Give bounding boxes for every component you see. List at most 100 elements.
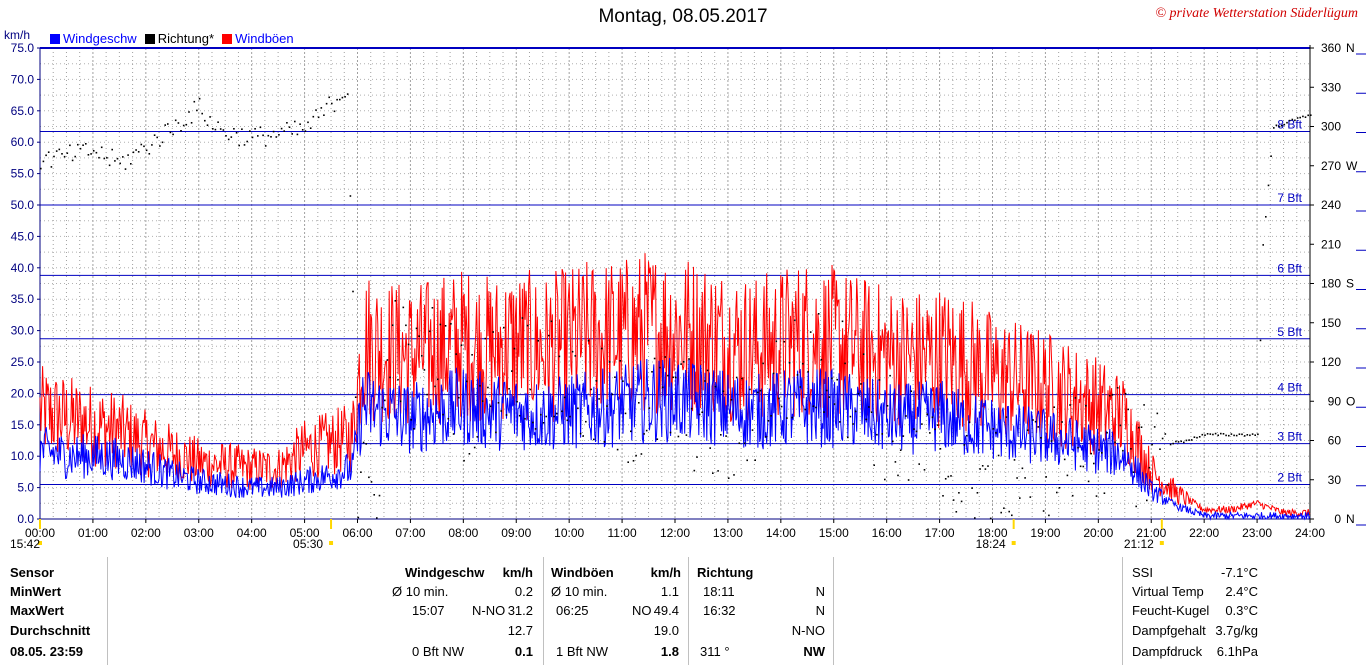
direction-point	[90, 153, 92, 155]
direction-point	[754, 459, 756, 461]
direction-point	[1238, 433, 1241, 435]
direction-point	[542, 422, 545, 424]
direction-point	[286, 122, 288, 124]
direction-point	[145, 149, 148, 152]
direction-point	[341, 96, 344, 99]
direction-point	[74, 155, 76, 158]
direction-point	[206, 124, 209, 126]
wind-min-label: Ø 10 min.	[392, 584, 449, 599]
direction-point	[1146, 499, 1148, 502]
direction-point	[804, 408, 807, 411]
x-tick-label: 06:00	[342, 526, 372, 540]
direction-point	[307, 121, 309, 124]
direction-point	[130, 163, 132, 165]
direction-point	[249, 130, 251, 132]
direction-point	[627, 461, 629, 463]
direction-point	[1119, 424, 1122, 427]
direction-point	[246, 140, 248, 143]
time-marker-dot	[1011, 541, 1016, 545]
direction-point	[452, 433, 455, 435]
table-separator	[688, 557, 689, 665]
direction-point	[518, 414, 521, 417]
direction-min-value: N	[815, 584, 825, 599]
direction-point	[693, 469, 696, 472]
extra-value: 3.7g/kg	[1215, 623, 1258, 638]
direction-point	[1262, 244, 1264, 246]
direction-point	[926, 413, 928, 416]
direction-point	[669, 431, 672, 434]
direction-point	[1209, 433, 1212, 435]
direction-point	[685, 434, 688, 436]
direction-point	[354, 396, 357, 398]
x-tick-label: 14:00	[766, 526, 796, 540]
direction-point	[294, 120, 296, 123]
direction-point	[611, 393, 614, 396]
direction-point	[624, 412, 627, 415]
direction-point	[521, 317, 524, 319]
direction-point	[151, 144, 153, 146]
direction-point	[262, 134, 264, 137]
direction-point	[889, 374, 891, 377]
direction-point	[346, 93, 349, 95]
direction-point	[1114, 441, 1116, 444]
direction-point	[1204, 434, 1206, 436]
direction-point	[55, 150, 58, 152]
row-label: 08.05. 23:59	[10, 644, 84, 659]
direction-point	[481, 400, 484, 402]
direction-point	[53, 155, 55, 158]
y-right-direction-label: O	[1346, 394, 1355, 408]
direction-point	[968, 421, 971, 423]
y-right-tick-label: 270	[1321, 159, 1341, 173]
direction-point	[47, 151, 50, 153]
direction-point	[1310, 114, 1312, 116]
direction-point	[505, 414, 508, 416]
direction-point	[87, 154, 90, 156]
direction-point	[402, 306, 405, 309]
direction-header: Richtung	[697, 565, 754, 580]
wind-max-dir: N-NO	[472, 603, 506, 618]
direction-point	[1212, 433, 1214, 436]
y-right-direction-label: S	[1346, 277, 1354, 291]
direction-point	[455, 353, 457, 355]
direction-point	[1228, 434, 1230, 437]
direction-point	[585, 420, 587, 423]
direction-point	[1050, 440, 1053, 442]
direction-point	[188, 111, 190, 113]
gust-unit: km/h	[650, 565, 681, 580]
direction-point	[918, 463, 920, 465]
direction-point	[1259, 339, 1262, 342]
direction-point	[513, 347, 516, 350]
direction-point	[77, 143, 79, 146]
y-right-tick-label: 300	[1321, 120, 1341, 134]
gust-header: Windböen	[551, 565, 614, 580]
direction-point	[762, 362, 764, 365]
direction-point	[304, 130, 307, 132]
direction-point	[217, 121, 219, 123]
table-separator	[543, 557, 544, 665]
direction-point	[1013, 459, 1016, 461]
direction-point	[153, 134, 156, 136]
direction-point	[836, 378, 838, 381]
direction-point	[1103, 492, 1106, 494]
direction-avg: N-NO	[791, 623, 825, 638]
direction-point	[423, 369, 426, 371]
direction-point	[727, 477, 730, 479]
direction-point	[1071, 494, 1074, 497]
direction-point	[288, 126, 291, 128]
direction-point	[897, 474, 899, 477]
table-separator	[1122, 557, 1123, 665]
direction-point	[778, 397, 780, 400]
direction-point	[1140, 426, 1143, 428]
direction-point	[1164, 433, 1167, 435]
direction-point	[219, 128, 222, 130]
direction-point	[1286, 121, 1288, 124]
direction-point	[225, 135, 227, 137]
direction-point	[1180, 440, 1182, 443]
direction-point	[193, 100, 196, 103]
direction-point	[92, 150, 95, 152]
direction-point	[1127, 408, 1129, 411]
direction-point	[407, 343, 410, 346]
direction-point	[841, 320, 844, 323]
direction-point	[386, 359, 389, 361]
direction-point	[267, 134, 270, 137]
